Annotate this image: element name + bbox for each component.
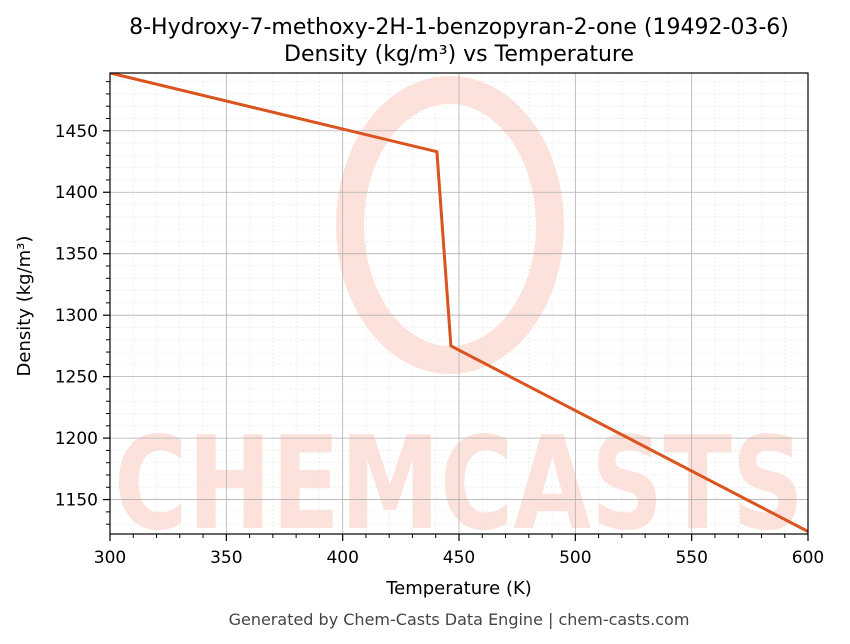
- x-tick-label: 350: [210, 548, 242, 568]
- density-series-line: [110, 73, 808, 533]
- x-axis: 300 350 400 450 500 550 600: [94, 534, 824, 568]
- x-tick-label: 550: [675, 548, 707, 568]
- x-tick-label: 450: [443, 548, 475, 568]
- x-tick-label: 600: [792, 548, 824, 568]
- chart-title-line2: Density (kg/m³) vs Temperature: [284, 42, 634, 67]
- y-tick-label: 1400: [55, 183, 98, 203]
- x-tick-label: 300: [94, 548, 126, 568]
- x-tick-label: 400: [326, 548, 358, 568]
- y-tick-label: 1300: [55, 306, 98, 326]
- y-tick-label: 1350: [55, 245, 98, 265]
- y-tick-label: 1450: [55, 122, 98, 142]
- y-tick-label: 1250: [55, 368, 98, 388]
- y-tick-label: 1200: [55, 429, 98, 449]
- y-axis-label: Density (kg/m³): [14, 236, 35, 377]
- x-tick-label: 500: [559, 548, 591, 568]
- footer-credit: Generated by Chem-Casts Data Engine | ch…: [229, 610, 690, 629]
- watermark-logo-ring: [336, 76, 564, 374]
- chart-title-line1: 8-Hydroxy-7-methoxy-2H-1-benzopyran-2-on…: [129, 15, 789, 40]
- x-axis-label: Temperature (K): [385, 578, 532, 599]
- y-axis: 1150 1200 1250 1300 1350 1400 1450: [55, 81, 110, 525]
- y-tick-label: 1150: [55, 491, 98, 511]
